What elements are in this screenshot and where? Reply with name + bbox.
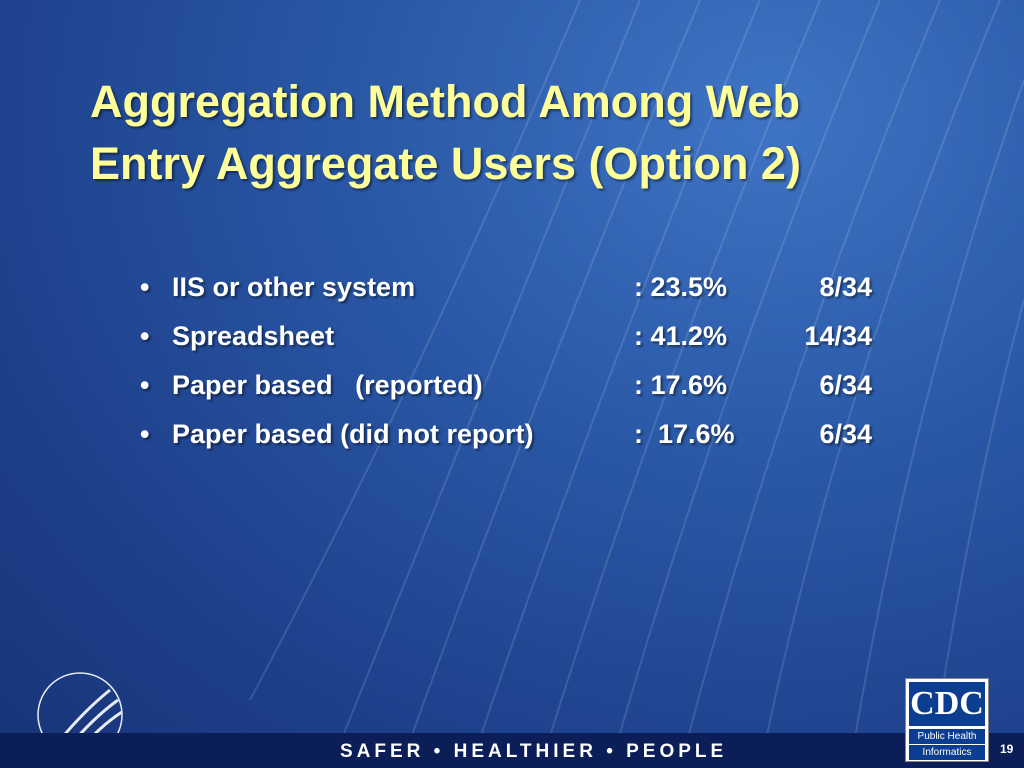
bullet-label: Paper based (did not report) xyxy=(140,419,534,450)
bullet-row: Paper based (reported) : 17.6% 6/34 xyxy=(0,370,1024,410)
bullet-label: Paper based (reported) xyxy=(140,370,483,401)
footer-bar xyxy=(0,733,1024,768)
logo-line: Public Health xyxy=(909,729,985,744)
bullet-count: 14/34 xyxy=(804,321,872,351)
footer-text: SAFER • HEALTHIER • PEOPLE xyxy=(340,741,728,762)
logo-name: CDC xyxy=(909,682,985,726)
bullet-percent: : 17.6% xyxy=(634,419,735,449)
bullet-percent: : 17.6% xyxy=(634,370,728,400)
bullet-count: 6/34 xyxy=(819,370,872,400)
logo-line: Informatics xyxy=(909,745,985,760)
bullet-label: Spreadsheet xyxy=(140,321,334,352)
title-line: Aggregation Method Among Web xyxy=(90,76,800,127)
bullet-count: 6/34 xyxy=(819,419,872,449)
bullet-percent: : 23.5% xyxy=(634,272,728,302)
title-line: Entry Aggregate Users (Option 2) xyxy=(90,138,801,189)
cdc-logo: CDC Public Health Informatics xyxy=(905,678,989,762)
bullet-count: 8/34 xyxy=(819,272,872,302)
page-number: 19 xyxy=(1000,742,1014,756)
bullet-percent: : 41.2% xyxy=(634,321,728,351)
bullet-row: IIS or other system : 23.5% 8/34 xyxy=(0,272,1024,312)
bullet-label: IIS or other system xyxy=(140,272,415,303)
bullet-row: Paper based (did not report) : 17.6% 6/34 xyxy=(0,419,1024,459)
bullet-row: Spreadsheet : 41.2% 14/34 xyxy=(0,321,1024,361)
